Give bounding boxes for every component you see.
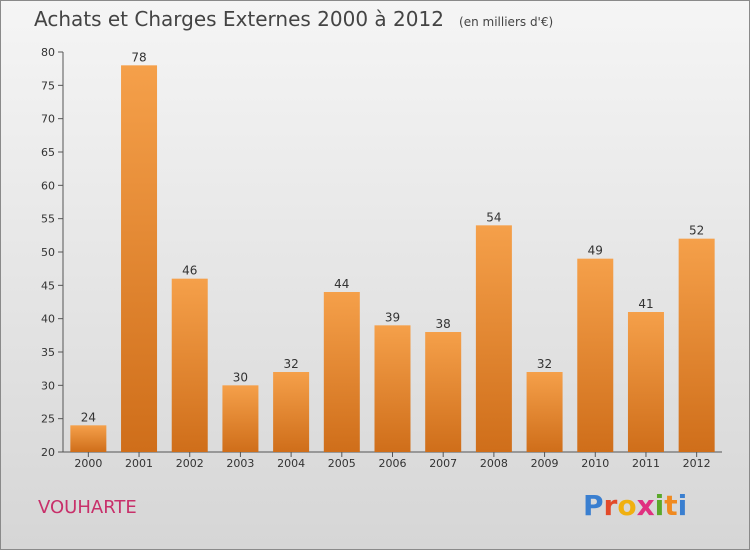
bar-2005: [323, 292, 360, 452]
bar-2006: [374, 325, 411, 452]
data-label-2008: 54: [486, 210, 501, 224]
data-label-2012: 52: [689, 224, 704, 238]
y-tick-label: 25: [41, 413, 55, 426]
data-label-2001: 78: [131, 50, 146, 64]
data-label-2005: 44: [334, 277, 349, 291]
y-tick-label: 20: [41, 446, 55, 459]
brand-letter: r: [603, 489, 618, 522]
bars: [70, 65, 715, 452]
data-label-2010: 49: [588, 244, 603, 258]
brand-letter: t: [664, 489, 678, 522]
x-tick-label: 2008: [480, 457, 508, 470]
x-tick-label: 2004: [277, 457, 305, 470]
x-tick-label: 2010: [581, 457, 609, 470]
data-label-2007: 38: [436, 317, 451, 331]
brand-letter: P: [583, 489, 604, 522]
data-label-2009: 32: [537, 357, 552, 371]
bar-2002: [171, 278, 208, 452]
y-tick-label: 55: [41, 213, 55, 226]
bar-2003: [222, 385, 259, 452]
data-label-2003: 30: [233, 370, 248, 384]
brand-letter: o: [617, 489, 637, 522]
bar-2007: [425, 332, 462, 452]
x-tick-label: 2001: [125, 457, 153, 470]
bar-2008: [475, 225, 512, 452]
bar-2010: [577, 258, 614, 452]
x-tick-label: 2006: [379, 457, 407, 470]
y-tick-label: 60: [41, 179, 55, 192]
data-label-2011: 41: [638, 297, 653, 311]
x-tick-label: 2011: [632, 457, 660, 470]
x-tick-label: 2005: [328, 457, 356, 470]
brand-logo: Proxiti: [583, 489, 687, 522]
bar-2000: [70, 425, 107, 452]
data-labels: 24 78 46 30 32 44 39 38 54 32 49 41 52: [81, 50, 705, 424]
brand-letter: i: [677, 489, 688, 522]
data-label-2006: 39: [385, 310, 400, 324]
data-label-2000: 24: [81, 410, 96, 424]
y-tick-label: 75: [41, 79, 55, 92]
x-tick-label: 2007: [429, 457, 457, 470]
x-tick-label: 2009: [531, 457, 559, 470]
chart-subtitle: (en milliers d'€): [459, 15, 554, 29]
axes: 20 25 30 35 40 45 50 55 60 65 70 75 80 2000 2001 2002 20…: [41, 46, 722, 470]
y-tick-label: 45: [41, 279, 55, 292]
location-name: VOUHARTE: [38, 497, 137, 518]
y-tick-label: 65: [41, 146, 55, 159]
x-tick-label: 2003: [226, 457, 254, 470]
y-tick-label: 30: [41, 379, 55, 392]
bar-2011: [627, 312, 664, 452]
bar-2012: [678, 238, 715, 452]
x-tick-label: 2002: [176, 457, 204, 470]
y-tick-label: 40: [41, 313, 55, 326]
y-tick-label: 70: [41, 113, 55, 126]
data-label-2004: 32: [283, 357, 298, 371]
y-tick-label: 35: [41, 346, 55, 359]
bar-2004: [273, 372, 310, 452]
y-tick-label: 50: [41, 246, 55, 259]
y-tick-label: 80: [41, 46, 55, 59]
title-row: Achats et Charges Externes 2000 à 2012 (…: [34, 7, 553, 31]
data-label-2002: 46: [182, 264, 197, 278]
x-tick-label: 2000: [74, 457, 102, 470]
bar-2001: [121, 65, 158, 452]
brand-letter: x: [636, 489, 655, 522]
x-tick-label: 2012: [683, 457, 711, 470]
bar-2009: [526, 372, 563, 452]
brand-letter: i: [654, 489, 665, 522]
chart-title: Achats et Charges Externes 2000 à 2012: [34, 7, 444, 31]
